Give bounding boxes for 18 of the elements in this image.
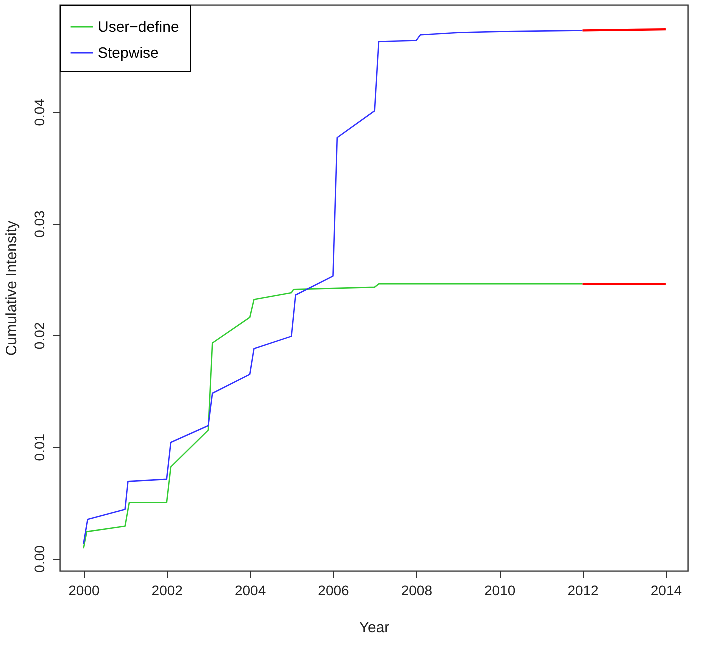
legend-label: Stepwise — [98, 45, 159, 62]
y-tick-label: 0.04 — [32, 98, 48, 126]
x-tick-label: 2002 — [152, 582, 184, 598]
y-tick-label: 0.00 — [32, 545, 48, 573]
y-tick-label: 0.03 — [32, 210, 48, 238]
x-tick-label: 2006 — [318, 582, 350, 598]
x-tick-label: 2004 — [234, 582, 266, 598]
x-tick-label: 2010 — [484, 582, 516, 598]
line-series — [83, 283, 584, 550]
x-tick-label: 2000 — [68, 582, 100, 598]
x-axis-title: Year — [359, 620, 390, 636]
y-axis-title: Cumulative Intensity — [4, 220, 20, 356]
x-tick-label: 2012 — [568, 582, 600, 598]
x-tick-label: 2014 — [650, 582, 682, 598]
y-tick-label: 0.01 — [32, 434, 48, 462]
x-tick-label: 2008 — [401, 582, 433, 598]
y-tick-label: 0.02 — [32, 322, 48, 350]
legend-label: User−define — [98, 19, 180, 36]
